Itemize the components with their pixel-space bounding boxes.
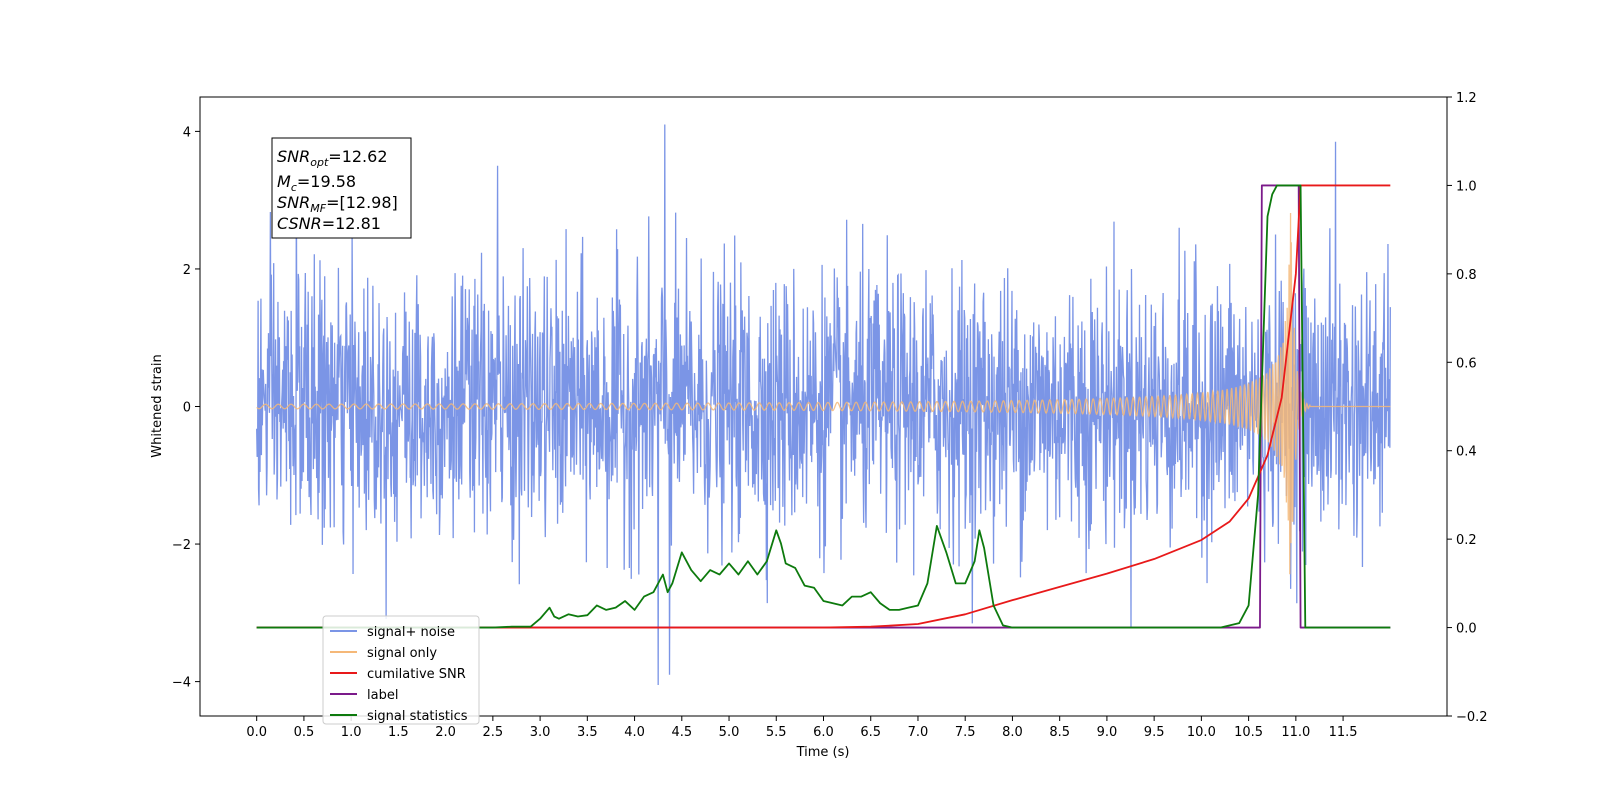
y2-tick-label: 0.2 — [1456, 533, 1477, 548]
y-tick-label: −4 — [172, 676, 191, 691]
x-tick-label: 2.5 — [483, 725, 504, 740]
y2-tick-label: 1.0 — [1456, 179, 1477, 194]
info-snr-mf: SNRMF=[12.98] — [277, 193, 398, 215]
y2-tick-label: 0.6 — [1456, 356, 1477, 371]
x-tick-label: 5.0 — [719, 725, 740, 740]
y-tick-label: −2 — [172, 538, 191, 553]
legend-frame — [322, 615, 480, 725]
x-tick-label: 9.5 — [1144, 725, 1165, 740]
x-tick-label: 0.0 — [246, 725, 267, 740]
x-tick-label: 3.5 — [577, 725, 598, 740]
x-tick-label: 10.0 — [1187, 725, 1216, 740]
x-tick-label: 2.0 — [435, 725, 456, 740]
series-signal-only — [256, 212, 1391, 575]
plot-area — [256, 124, 1391, 686]
x-tick-label: 1.0 — [341, 725, 362, 740]
y2-tick-label: −0.2 — [1456, 710, 1488, 725]
x-tick-label: 5.5 — [766, 725, 787, 740]
info-csnr: CSNR=12.81 — [277, 214, 381, 233]
y-tick-label: 2 — [183, 263, 191, 278]
series-signal-statistics — [256, 184, 1391, 629]
y2-tick-label: 1.2 — [1456, 91, 1477, 106]
x-tick-label: 4.5 — [671, 725, 692, 740]
legend-entry: signal statistics — [367, 709, 468, 724]
series-signal-noise — [256, 124, 1391, 686]
legend: signal+ noise signal only cumilative SNR la… — [322, 615, 480, 725]
legend-entry: signal only — [367, 646, 437, 661]
info-chirp-mass: Mc=19.58 — [277, 172, 356, 194]
y2-tick-label: 0.0 — [1456, 622, 1477, 637]
axes: 0.0 0.5 1.0 1.5 2.0 2.5 3.0 3.5 4.0 4.5 5.0 5.5 6.0 6… — [172, 91, 1488, 740]
y-tick-label: 4 — [183, 125, 191, 140]
x-tick-label: 9.0 — [1097, 725, 1118, 740]
info-box-frame — [271, 137, 412, 239]
x-tick-label: 6.5 — [860, 725, 881, 740]
y-tick-label: 0 — [183, 401, 191, 416]
legend-entry: label — [367, 688, 398, 703]
x-tick-label: 6.0 — [813, 725, 834, 740]
legend-entry: cumilative SNR — [367, 667, 466, 682]
x-tick-label: 8.5 — [1049, 725, 1070, 740]
x-axis-label: Time (s) — [796, 745, 850, 760]
x-tick-label: 7.0 — [908, 725, 929, 740]
x-tick-label: 11.0 — [1281, 725, 1310, 740]
x-tick-label: 8.0 — [1002, 725, 1023, 740]
x-tick-label: 7.5 — [955, 725, 976, 740]
y-axis-label: Whitened strain — [150, 354, 165, 457]
legend-entry: signal+ noise — [367, 625, 455, 640]
y2-tick-label: 0.4 — [1456, 445, 1477, 460]
x-tick-label: 10.5 — [1234, 725, 1263, 740]
x-tick-label: 11.5 — [1329, 725, 1358, 740]
x-tick-label: 1.5 — [388, 725, 409, 740]
y2-tick-label: 0.8 — [1456, 268, 1477, 283]
x-tick-label: 3.0 — [530, 725, 551, 740]
series-cumulative-snr — [256, 184, 1391, 629]
x-tick-label: 4.0 — [624, 725, 645, 740]
x-tick-label: 0.5 — [294, 725, 315, 740]
info-snr-opt: SNRopt=12.62 — [277, 147, 388, 169]
info-box: SNRopt=12.62 Mc=19.58 SNRMF=[12.98] CSNR… — [271, 137, 412, 239]
